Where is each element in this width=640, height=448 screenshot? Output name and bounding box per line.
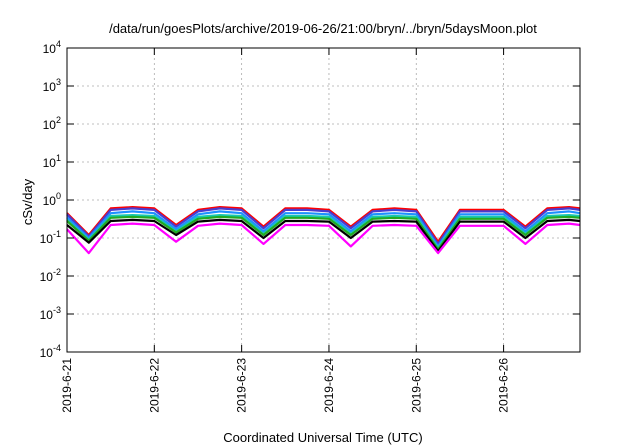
- x-tick-label: 2019-6-24: [322, 358, 336, 413]
- x-tick-label: 2019-6-23: [235, 358, 249, 413]
- y-tick-label: 10-1: [40, 229, 61, 246]
- y-tick-label: 10-2: [40, 267, 61, 284]
- series-line: [66, 218, 581, 253]
- y-tick-exponent: 3: [56, 77, 61, 87]
- y-tick-exponent: 4: [56, 39, 61, 49]
- y-tick-exponent: -3: [53, 305, 61, 315]
- x-tick-label: 2019-6-22: [147, 358, 161, 413]
- y-tick-base: 10: [43, 156, 57, 170]
- series-line: [66, 210, 581, 248]
- y-axis-label: cSv/day: [20, 178, 35, 225]
- y-tick-exponent: 1: [56, 153, 61, 163]
- series-line: [66, 222, 581, 255]
- y-tick-exponent: -2: [53, 267, 61, 277]
- y-tick-exponent: -4: [53, 343, 61, 353]
- x-axis-label: Coordinated Universal Time (UTC): [223, 430, 422, 445]
- x-axis: 2019-6-21 2019-6-22 2019-6-23 2019-6-24 2019…: [60, 48, 511, 413]
- y-tick-base: 10: [40, 232, 54, 246]
- series-line: [66, 206, 581, 243]
- x-tick-label: 2019-6-25: [409, 358, 423, 413]
- y-tick-exponent: 0: [56, 191, 61, 201]
- y-tick-label: 104: [43, 39, 61, 56]
- y-tick-base: 10: [43, 80, 57, 94]
- chart-title: /data/run/goesPlots/archive/2019-06-26/2…: [109, 21, 537, 36]
- series-line: [66, 215, 581, 251]
- series-line: [66, 214, 581, 249]
- y-tick-label: 10-3: [40, 305, 61, 322]
- y-tick-label: 10-4: [40, 343, 61, 360]
- y-tick-base: 10: [40, 308, 54, 322]
- series-line: [66, 207, 581, 245]
- y-tick-base: 10: [40, 346, 54, 360]
- y-tick-label: 102: [43, 115, 61, 132]
- y-tick-base: 10: [40, 270, 54, 284]
- x-tick-label: 2019-6-26: [497, 358, 511, 413]
- y-tick-base: 10: [43, 42, 57, 56]
- y-tick-base: 10: [43, 194, 57, 208]
- y-tick-exponent: -1: [53, 229, 61, 239]
- series-group: [66, 206, 581, 255]
- y-tick-label: 101: [43, 153, 61, 170]
- x-tick-label: 2019-6-21: [60, 358, 74, 413]
- y-tick-exponent: 2: [56, 115, 61, 125]
- y-tick-label: 100: [43, 191, 61, 208]
- y-tick-label: 103: [43, 77, 61, 94]
- y-tick-base: 10: [43, 118, 57, 132]
- grid: [67, 48, 580, 352]
